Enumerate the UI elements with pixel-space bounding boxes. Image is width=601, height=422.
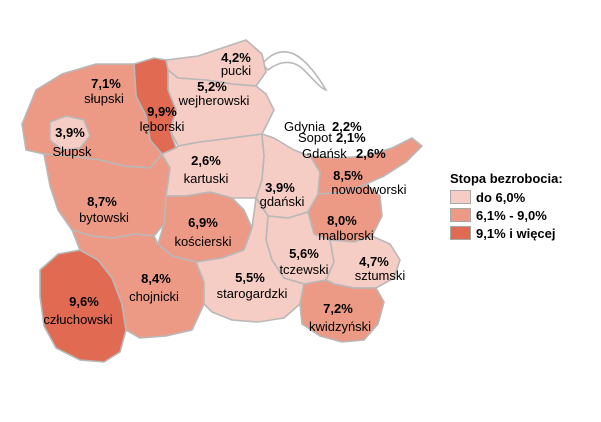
legend-item-medium: 6,1% - 9,0%	[450, 206, 563, 224]
name-koscierski: kościerski	[174, 234, 231, 249]
value-leborski: 9,9%	[147, 104, 177, 119]
city-value-sopot: 2,1%	[336, 130, 366, 145]
legend-item-low: do 6,0%	[450, 188, 563, 206]
value-kartuski: 2,6%	[191, 153, 221, 168]
name-kwidzynski: kwidzyński	[309, 319, 371, 334]
value-malborski: 8,0%	[327, 213, 357, 228]
value-pucki: 4,2%	[221, 50, 251, 65]
value-slupski: 7,1%	[91, 76, 121, 91]
value-chojnicki: 8,4%	[141, 271, 171, 286]
name-sztumski: sztumski	[355, 268, 406, 283]
name-tczewski: tczewski	[279, 262, 328, 277]
legend: Stopa bezrobocia: do 6,0% 6,1% - 9,0% 9,…	[450, 171, 563, 242]
city-label-gdynia: Gdynia	[284, 119, 326, 134]
value-sztumski: 4,7%	[359, 254, 389, 269]
value-bytowski: 8,7%	[87, 194, 117, 209]
name-gdanski: gdański	[260, 194, 305, 209]
region-labels: 4,2% pucki 5,2% wejherowski 9,9% lęborsk…	[43, 50, 406, 334]
tricity-labels: Gdynia 2,2% Sopot 2,1% Gdańsk 2,6%	[284, 119, 386, 161]
name-kartuski: kartuski	[184, 171, 229, 186]
region-starogardzki	[195, 197, 305, 323]
city-label-gdansk: Gdańsk	[302, 146, 347, 161]
legend-swatch-high	[450, 226, 471, 240]
value-czluchowski: 9,6%	[69, 294, 99, 309]
legend-label-high: 9,1% i więcej	[476, 225, 556, 241]
value-nowodworski: 8,5%	[333, 168, 363, 183]
legend-swatch-medium	[450, 208, 471, 222]
city-label-sopot: Sopot	[298, 130, 332, 145]
value-starogardzki: 5,5%	[235, 270, 265, 285]
name-malborski: malborski	[318, 228, 374, 243]
name-slupsk: Słupsk	[52, 144, 92, 159]
name-czluchowski: człuchowski	[43, 312, 112, 327]
value-tczewski: 5,6%	[289, 246, 319, 261]
legend-label-medium: 6,1% - 9,0%	[476, 207, 547, 223]
value-wejherowski: 5,2%	[197, 79, 227, 94]
region-sztumski	[325, 235, 401, 289]
name-starogardzki: starogardzki	[217, 286, 288, 301]
name-slupski: słupski	[84, 91, 124, 106]
legend-label-low: do 6,0%	[476, 189, 526, 205]
value-koscierski: 6,9%	[188, 215, 218, 230]
value-kwidzynski: 7,2%	[323, 301, 353, 316]
city-value-gdynia: 2,2%	[332, 119, 362, 134]
legend-title: Stopa bezrobocia:	[450, 171, 563, 186]
legend-swatch-low	[450, 190, 471, 204]
city-value-gdansk: 2,6%	[356, 146, 386, 161]
region-slupsk	[49, 115, 91, 151]
name-wejherowski: wejherowski	[178, 93, 250, 108]
name-chojnicki: chojnicki	[129, 289, 179, 304]
name-bytowski: bytowski	[79, 210, 129, 225]
name-pucki: pucki	[221, 63, 251, 78]
hel-peninsula	[260, 50, 328, 92]
value-gdanski: 3,9%	[265, 180, 295, 195]
value-slupsk: 3,9%	[55, 125, 85, 140]
legend-item-high: 9,1% i więcej	[450, 224, 563, 242]
region-kwidzynski	[299, 279, 385, 343]
name-nowodworski: nowodworski	[331, 182, 406, 197]
name-leborski: lęborski	[140, 119, 185, 134]
